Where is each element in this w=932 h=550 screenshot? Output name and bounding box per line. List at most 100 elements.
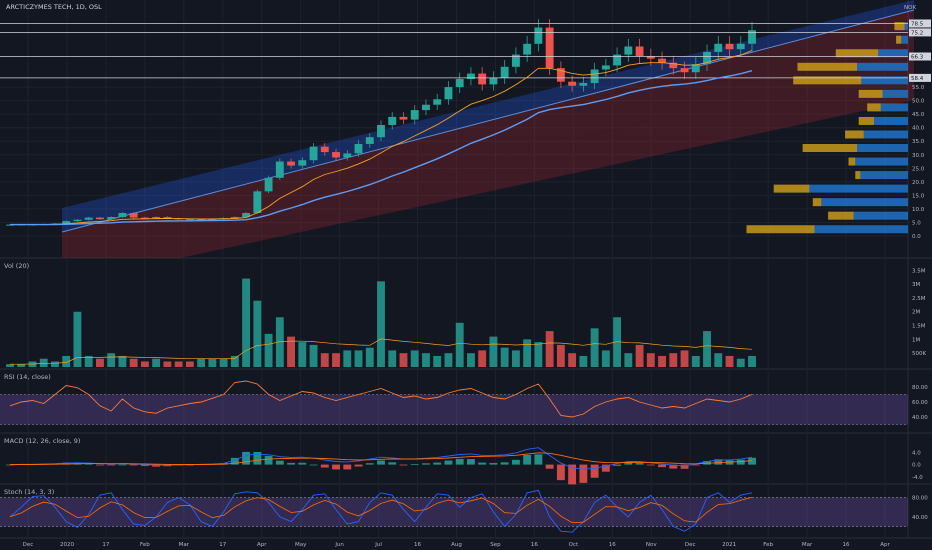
volume-bar (467, 353, 475, 367)
macd-tick-label: -4.0 (912, 475, 923, 481)
x-tick-label: Mar (802, 542, 813, 548)
volume-bar (73, 311, 82, 367)
volume-bar (118, 355, 127, 367)
stoch-tick-label: 40.00 (912, 515, 928, 521)
macd-line (9, 447, 753, 470)
candle-body (62, 221, 71, 224)
profile-bar-up (857, 144, 908, 153)
profile-layer (746, 22, 908, 234)
x-tick-label: Oct (569, 542, 579, 548)
volume-bar (658, 355, 666, 367)
volume-bar (17, 364, 26, 367)
macd-histogram-bar (658, 464, 666, 468)
profile-bar-down (812, 198, 822, 207)
candle-body (253, 191, 262, 213)
profile-bar-up (880, 103, 908, 112)
candle-body (377, 125, 385, 138)
volume-bar (242, 278, 251, 367)
candle-body (444, 87, 453, 100)
volume-bar (197, 358, 206, 367)
candle-body (511, 54, 520, 67)
profile-bar-down (773, 184, 810, 193)
profile-bar-up (878, 49, 908, 58)
volume-bar (444, 353, 453, 367)
macd-histogram-bar (354, 464, 363, 467)
volume-pane-label: Vol (20) (4, 262, 29, 270)
macd-histogram-bar (714, 459, 723, 465)
macd-tick-label: 0.0 (912, 463, 921, 469)
volume-tick-label: 500K (912, 351, 926, 357)
macd-histogram-bar (118, 464, 127, 466)
x-tick-label: 16 (843, 542, 850, 548)
candle-body (680, 68, 689, 73)
volume-tick-label: 1M (912, 337, 920, 343)
candle-body (275, 161, 284, 178)
profile-bar-up (863, 130, 908, 139)
volume-bar (590, 328, 599, 367)
volume-tick-label: 2M (912, 310, 920, 316)
channel-middle-red (62, 10, 914, 258)
channel-midline (61, 9, 915, 233)
x-tick-label: Apr (880, 542, 890, 548)
macd-histogram-bar (691, 464, 700, 466)
macd-histogram-bar (433, 462, 442, 465)
volume-bar (51, 361, 59, 367)
profile-bar-down (845, 130, 864, 139)
macd-histogram-bar (365, 463, 374, 465)
macd-histogram-bar (500, 462, 509, 465)
candle-body (399, 116, 408, 120)
y-tick-label: 15.0 (912, 193, 925, 199)
candle-body (556, 68, 565, 82)
profile-bar-down (797, 62, 857, 71)
volume-bar (433, 355, 442, 367)
volume-bar (354, 350, 363, 367)
profile-bar-up (901, 35, 908, 44)
macd-histogram-bar (96, 464, 104, 466)
candle-body (365, 137, 374, 144)
x-tick-label: Nov (646, 542, 657, 548)
y-tick-label: 20.0 (912, 180, 925, 186)
x-tick-label: Jun (334, 542, 344, 548)
x-tick-label: Feb (140, 542, 150, 548)
macd-pane-label: MACD (12, 26, close, 9) (4, 437, 80, 445)
x-tick-label: Dec (685, 542, 696, 548)
candle-body (84, 217, 93, 220)
candle-body (646, 55, 655, 59)
price-tag-label: 78.5 (911, 21, 924, 27)
macd-histogram-bar (332, 464, 340, 470)
profile-bar-down (858, 89, 883, 98)
profile-bar-down (793, 76, 862, 85)
price-tag (909, 52, 931, 61)
profile-bar-up (857, 62, 908, 71)
y-tick-label: 5.0 (912, 220, 921, 226)
macd-histogram-bar (242, 451, 251, 465)
macd-histogram-bar (624, 462, 633, 465)
macd-histogram-bar (298, 462, 307, 465)
volume-bar (748, 355, 756, 367)
macd-histogram-bar (287, 462, 295, 465)
macd-histogram-bar (309, 464, 318, 466)
y-tick-label: 50.0 (912, 99, 925, 105)
rsi-tick-label: 40.00 (912, 415, 928, 421)
candle-body (467, 73, 475, 79)
price-tag (909, 19, 931, 28)
macd-histogram-bar (579, 464, 588, 483)
y-tick-label: 55.0 (912, 85, 925, 91)
oscillator-layer (0, 380, 908, 533)
volume-bar (39, 358, 48, 367)
macd-histogram-bar (680, 464, 689, 469)
candle-body (264, 177, 273, 192)
price-tag-label: 58.4 (911, 76, 924, 82)
candle-body (107, 217, 116, 220)
candle-body (669, 62, 678, 69)
candle-body (748, 30, 756, 44)
macd-signal-line (9, 452, 753, 466)
profile-bar-down (867, 103, 881, 112)
candle-body (163, 217, 172, 219)
profile-bar-down (835, 49, 879, 58)
rsi-band (0, 394, 908, 425)
candle-body (410, 110, 419, 120)
stoch-tick-label: 80.00 (912, 496, 928, 502)
candle-body (478, 73, 487, 85)
